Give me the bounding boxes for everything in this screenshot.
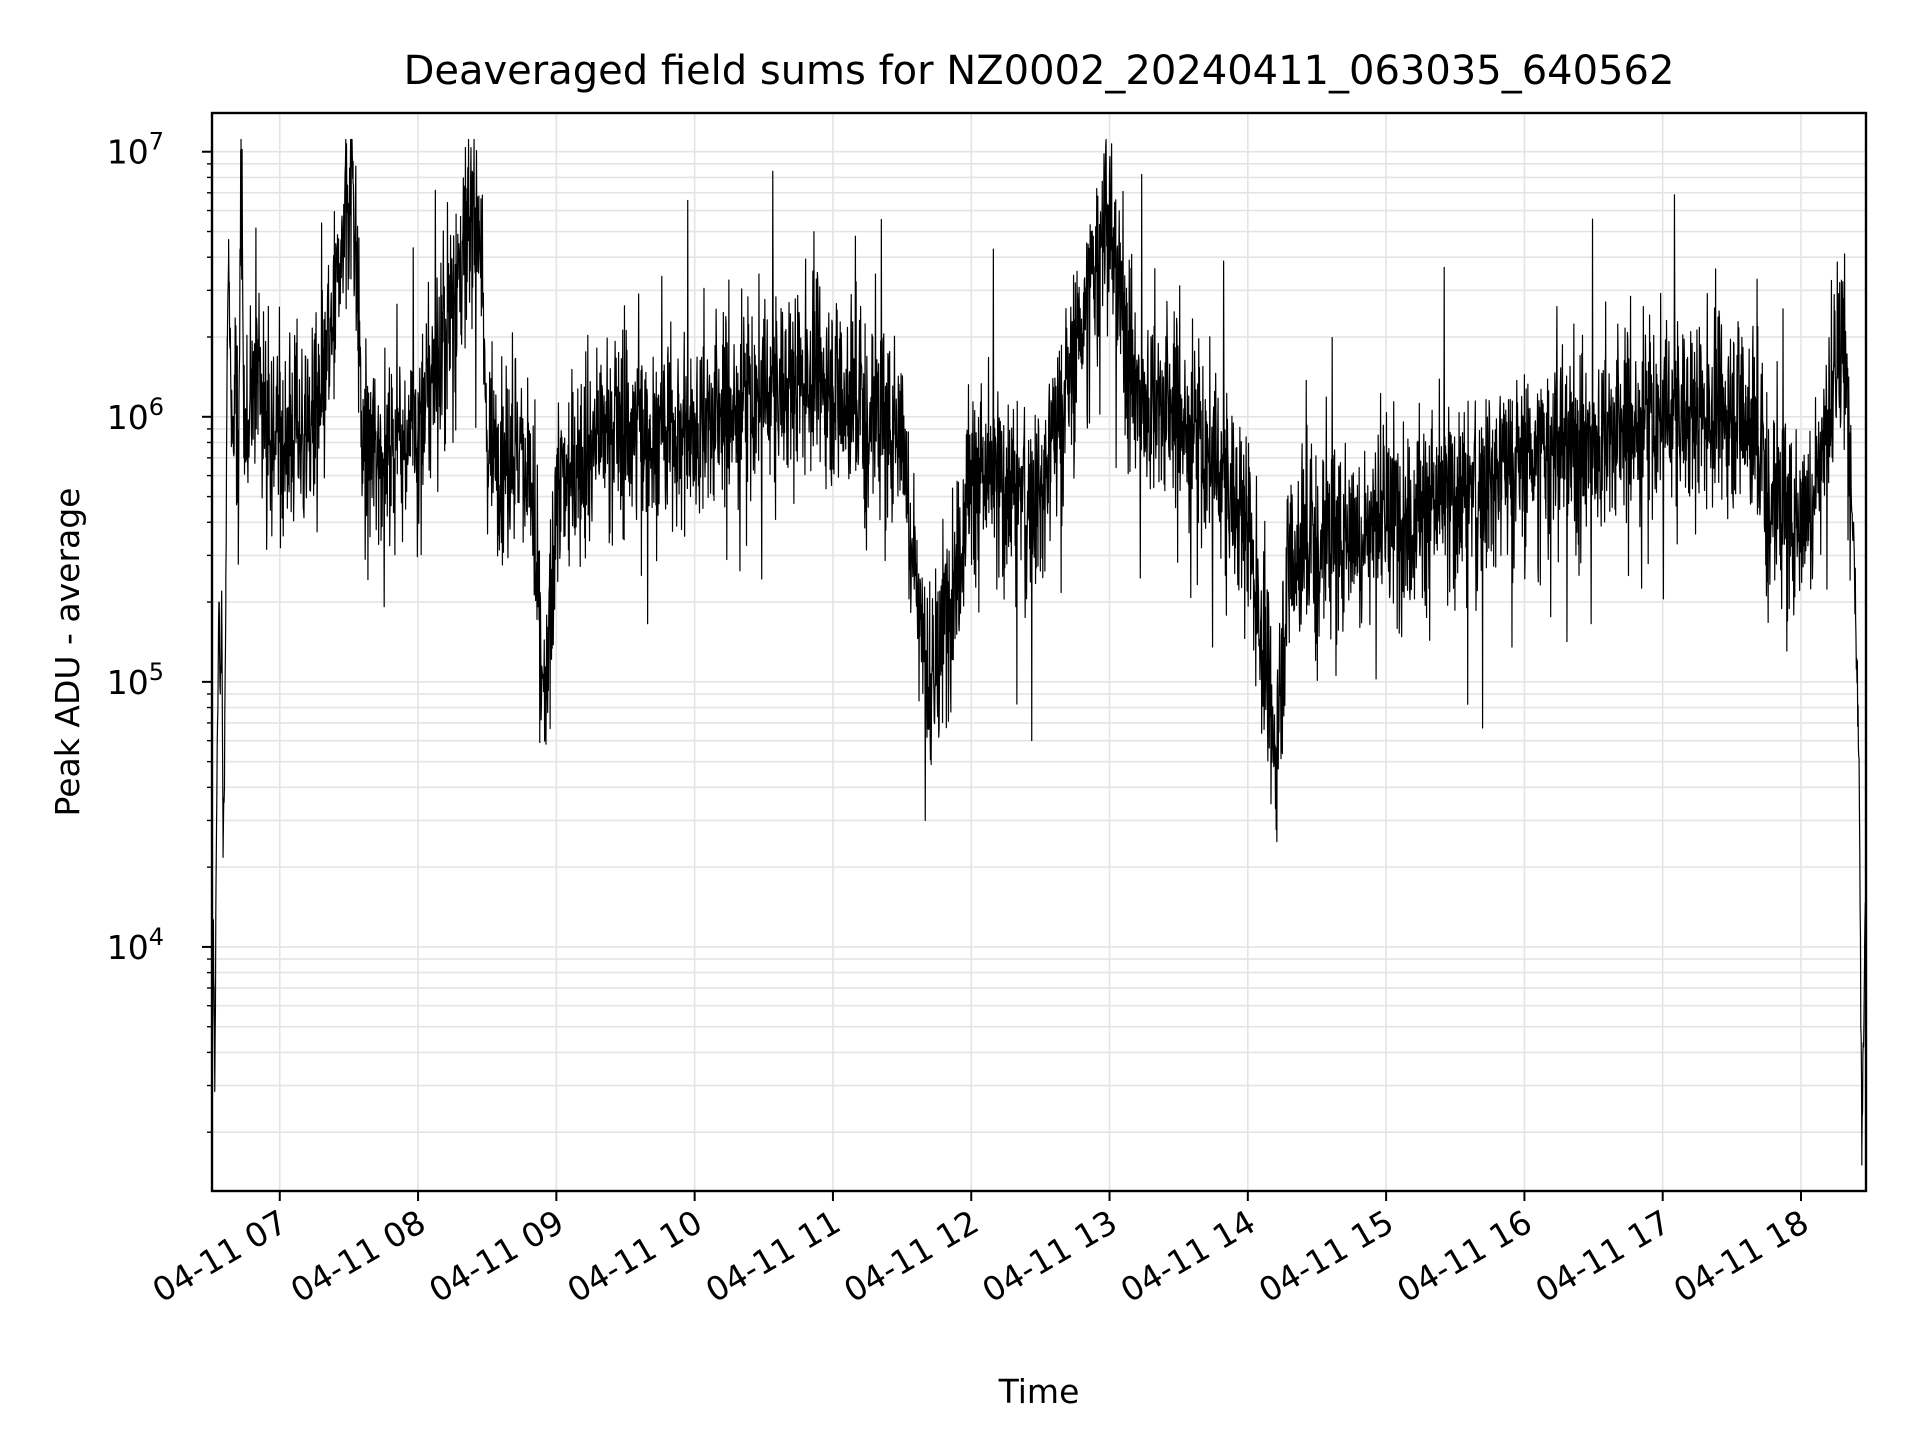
y-tick-label: 107 <box>107 128 164 172</box>
plot-series <box>211 138 1867 1166</box>
plot-area-frame <box>210 111 1868 1193</box>
y-axis-title: Peak ADU - average <box>48 488 87 817</box>
x-axis-title: Time <box>998 1372 1080 1411</box>
y-tick-label: 105 <box>107 658 164 702</box>
y-tick-label: 104 <box>107 923 164 967</box>
y-tick-label: 106 <box>107 393 164 437</box>
chart-title: Deaveraged field sums for NZ0002_2024041… <box>404 48 1675 94</box>
data-series-line <box>211 138 1867 1166</box>
